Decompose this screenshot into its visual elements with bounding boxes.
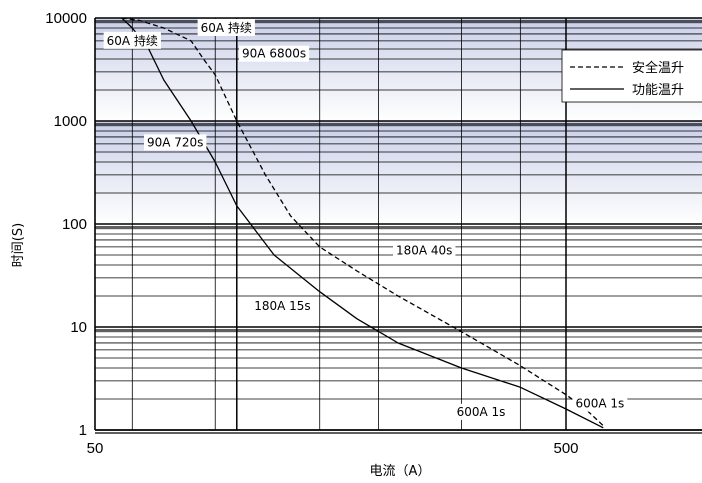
annotation-2: 90A 6800s <box>239 45 310 62</box>
annotation-label: 180A 40s <box>396 244 452 258</box>
annotation-label: 90A 720s <box>147 135 203 149</box>
annotation-label: 60A 持续 <box>201 20 252 35</box>
series-line-0 <box>121 17 604 427</box>
legend-label-0: 安全温升 <box>632 60 684 76</box>
annotation-label: 600A 1s <box>457 405 506 419</box>
x-tick-labels: 50 500 <box>87 440 579 457</box>
x-axis-label: 电流（A） <box>370 464 431 479</box>
annotation-3: 90A 720s <box>143 134 207 151</box>
annotation-7: 600A 1s <box>572 395 628 412</box>
annotation-label: 180A 15s <box>254 299 310 313</box>
legend-label-1: 功能温升 <box>632 83 684 98</box>
y-tick-label: 1 <box>79 422 87 439</box>
x-gridlines <box>131 18 567 430</box>
annotation-bg <box>103 31 161 49</box>
annotation-label: 600A 1s <box>575 397 624 411</box>
plot-frame <box>94 18 702 431</box>
annotation-bg <box>572 395 628 412</box>
annotation-bg <box>197 18 255 36</box>
y-tick-labels: 1 10 100 1000 10000 <box>45 10 87 439</box>
series-lines <box>121 17 604 429</box>
annotation-5: 180A 15s <box>251 297 314 314</box>
annotation-bg <box>143 134 207 151</box>
annotation-0: 60A 持续 <box>103 31 161 49</box>
annotation-bg <box>392 242 456 259</box>
y-tick-label: 1000 <box>54 113 87 130</box>
annotation-6: 600A 1s <box>453 403 509 420</box>
x-tick-label: 500 <box>553 440 578 457</box>
annotation-bg <box>251 297 314 314</box>
legend-box <box>561 49 702 103</box>
annotation-label: 90A 6800s <box>242 47 306 61</box>
series-line-1 <box>121 17 604 429</box>
x-tick-label: 50 <box>87 440 104 457</box>
annotation-label: 60A 持续 <box>107 33 158 48</box>
y-axis-label: 时间(S) <box>11 223 26 267</box>
y-tick-label: 100 <box>62 216 87 233</box>
annotation-1: 60A 持续 <box>197 18 255 36</box>
annotation-bg <box>239 45 310 62</box>
y-tick-label: 10 <box>70 319 87 336</box>
annotation-4: 180A 40s <box>392 242 456 259</box>
annotations: 60A 持续 60A 持续 90A 6800s 90A 720s 180A 40s 180… <box>103 18 628 420</box>
y-tick-label: 10000 <box>45 10 87 27</box>
annotation-bg <box>453 403 509 420</box>
